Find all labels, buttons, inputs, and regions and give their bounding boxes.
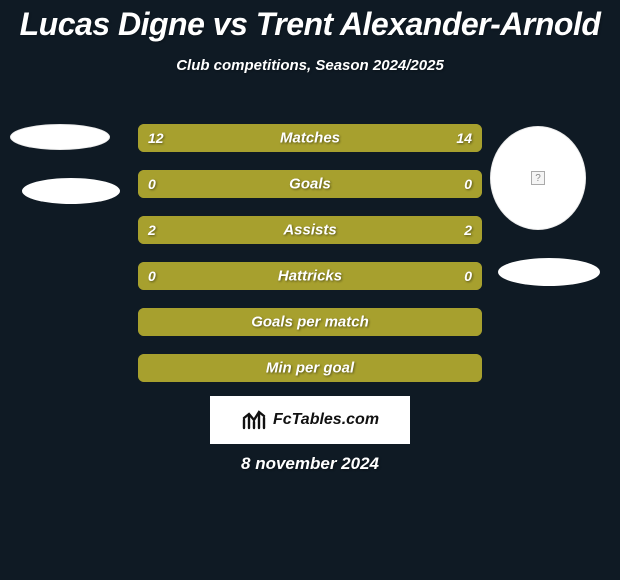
player-right-avatar: ? (490, 126, 586, 230)
stat-bar-row: Matches 12 14 (138, 124, 482, 152)
stat-bars: Matches1214Goals00Assists22Hattricks00Go… (138, 124, 482, 400)
player-left-club-badge (22, 178, 120, 204)
image-placeholder-icon: ? (531, 171, 545, 185)
stat-bar-label: Assists (283, 222, 336, 239)
stat-bar-right-value: 0 (464, 268, 472, 284)
fctables-label: FcTables.com (273, 411, 379, 429)
stat-bar-left-value: 2 (148, 222, 156, 238)
fctables-logo-icon (241, 408, 267, 432)
stat-bar-right-value: 14 (456, 130, 472, 146)
date-label: 8 november 2024 (0, 454, 620, 474)
stat-bar-row: Assists 2 2 (138, 216, 482, 244)
stat-bar-left-fill (138, 170, 310, 198)
stat-bar-right-value: 2 (464, 222, 472, 238)
subtitle: Club competitions, Season 2024/2025 (0, 57, 620, 74)
stat-bar-row: Goals per match (138, 308, 482, 336)
comparison-card: Lucas Digne vs Trent Alexander-Arnold Cl… (0, 0, 620, 580)
page-title: Lucas Digne vs Trent Alexander-Arnold (0, 0, 620, 43)
player-right-club-badge (498, 258, 600, 286)
fctables-watermark: FcTables.com (210, 396, 410, 444)
stat-bar-right-fill (310, 170, 482, 198)
stat-bar-label: Min per goal (266, 360, 354, 377)
stat-bar-row: Hattricks 0 0 (138, 262, 482, 290)
stat-bar-left-value: 0 (148, 268, 156, 284)
stat-bar-label: Goals per match (251, 314, 369, 331)
stat-bar-label: Hattricks (278, 268, 342, 285)
stat-bar-label: Goals (289, 176, 331, 193)
stat-bar-left-value: 12 (148, 130, 164, 146)
player-left-avatar (10, 124, 110, 150)
stat-bar-row: Min per goal (138, 354, 482, 382)
stat-bar-row: Goals 0 0 (138, 170, 482, 198)
stat-bar-label: Matches (280, 130, 340, 147)
stat-bar-left-value: 0 (148, 176, 156, 192)
stat-bar-right-value: 0 (464, 176, 472, 192)
